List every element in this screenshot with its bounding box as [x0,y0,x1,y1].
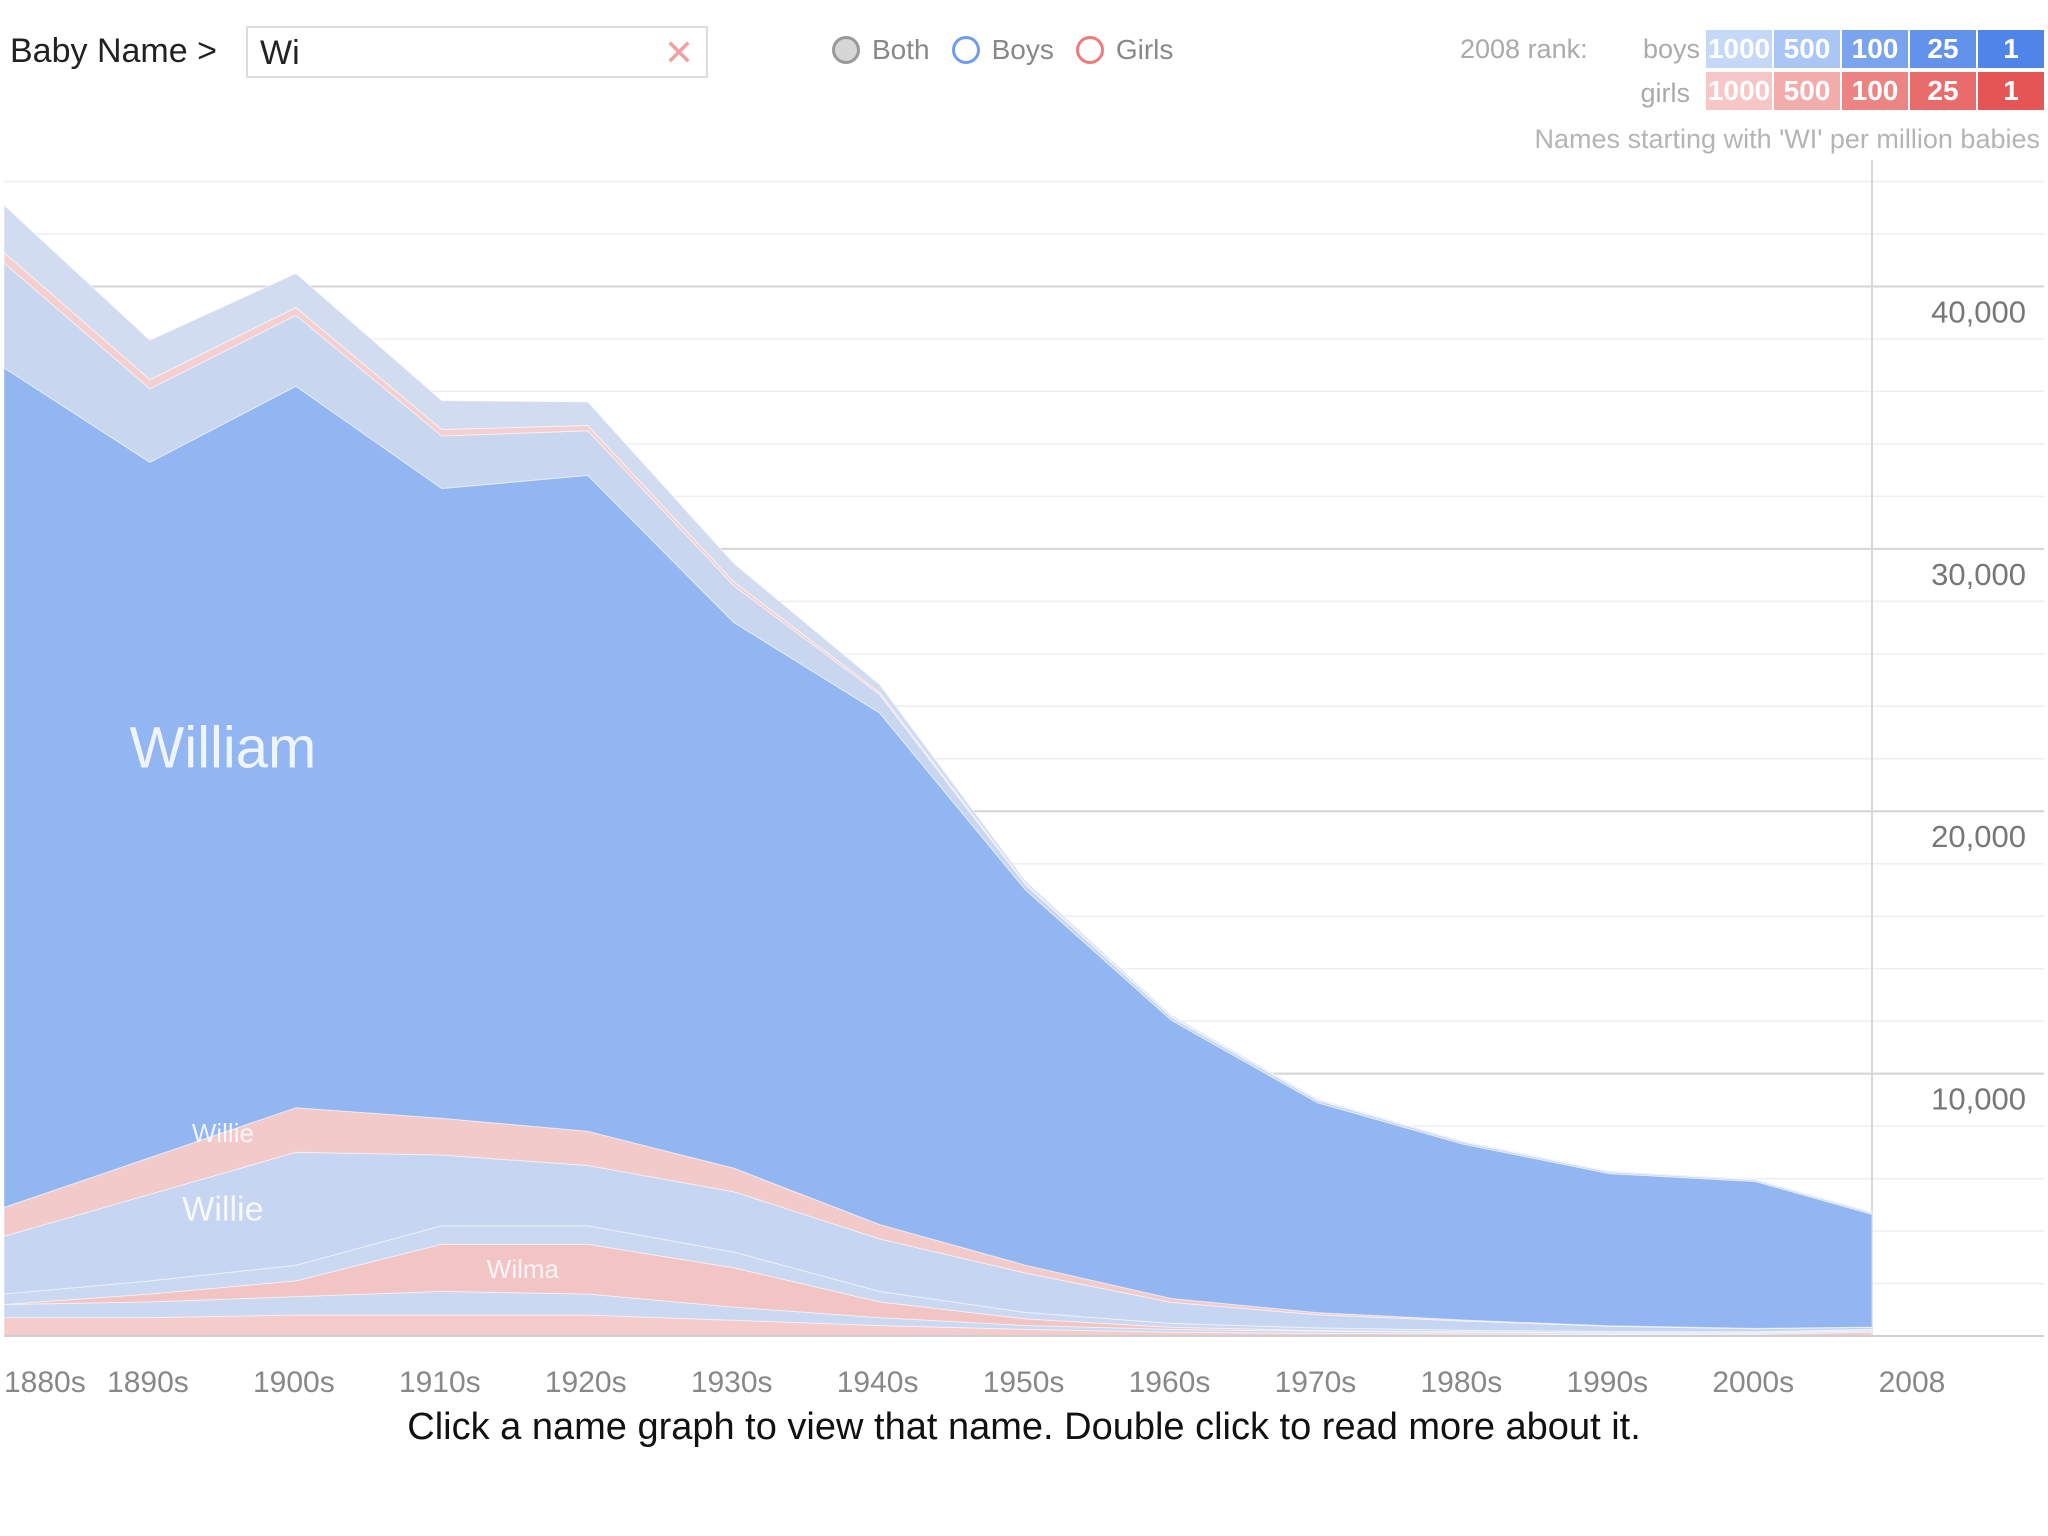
rank-cell-girls-25[interactable]: 25 [1910,72,1976,110]
area-label-willie-girl: Willie [192,1118,254,1148]
x-tick-label: 1910s [399,1366,481,1399]
area-label-willie-boy: Willie [182,1191,263,1229]
radio-girls-label: Girls [1115,34,1174,65]
rank-cell-boys-100[interactable]: 100 [1842,30,1908,68]
rank-legend-girls-row: 1000 500 100 25 1 [1706,72,2046,110]
instruction-hint: Click a name graph to view that name. Do… [407,1406,1641,1448]
y-tick-label: 40,000 [1931,294,2026,329]
x-tick-label: 1980s [1421,1366,1503,1399]
x-axis-ticks: 1880s 1890s 1900s 1910s 1920s 1930s 1940s 1950s… [4,1366,1945,1399]
chart-subtitle: Names starting with 'WI' per million bab… [1534,124,2041,154]
x-tick-label: 1940s [837,1366,919,1399]
rank-legend-boys-label: boys [1642,34,1700,64]
y-axis-ticks: 10,000 20,000 30,000 40,000 [1931,294,2026,1116]
radio-girls[interactable]: Girls [1075,34,1174,66]
x-tick-label: 1960s [1129,1366,1211,1399]
rank-cell-boys-1[interactable]: 1 [1978,30,2044,68]
x-tick-label: 1970s [1275,1366,1357,1399]
area-layers [3,203,1873,1337]
rank-legend-boys-row: 1000 500 100 25 1 [1706,30,2046,68]
x-tick-label: 1990s [1566,1366,1648,1399]
gender-filter: Both Boys Girls [832,34,1195,66]
search-input[interactable] [260,34,640,72]
radio-boys-circle-icon [951,36,980,64]
radio-boys[interactable]: Boys [951,34,1054,66]
rank-cell-girls-1000[interactable]: 1000 [1706,72,1772,110]
x-tick-label: 1880s [4,1366,86,1399]
x-tick-label: 1950s [983,1366,1065,1399]
unlabeled-boy-area-9[interactable] [3,203,1873,1214]
radio-both-label: Both [872,34,930,65]
search-box[interactable]: ✕ [246,26,708,78]
rank-cell-girls-500[interactable]: 500 [1774,72,1840,110]
radio-both-circle-icon [832,36,860,64]
rank-cell-girls-100[interactable]: 100 [1842,72,1908,110]
rank-cell-boys-500[interactable]: 500 [1774,30,1840,68]
clear-icon[interactable]: ✕ [663,32,694,73]
x-tick-label: 1920s [545,1366,627,1399]
area-label-william-boy: William [129,715,316,780]
rank-cell-girls-1[interactable]: 1 [1978,72,2044,110]
area-label-wilma-girl: Wilma [487,1254,560,1284]
x-tick-label: 1930s [691,1366,773,1399]
radio-both[interactable]: Both [832,34,930,66]
search-label: Baby Name > [10,32,217,70]
y-tick-label: 20,000 [1931,819,2026,854]
radio-girls-circle-icon [1075,36,1104,64]
rank-cell-boys-25[interactable]: 25 [1910,30,1976,68]
rank-legend-title: 2008 rank: [1460,34,1588,64]
radio-boys-label: Boys [991,34,1054,65]
area-labels: Wilma Willie Willie William [129,715,559,1284]
rank-legend-girls-label: girls [1640,78,1690,108]
y-tick-label: 10,000 [1931,1082,2026,1117]
rank-cell-boys-1000[interactable]: 1000 [1706,30,1772,68]
y-tick-label: 30,000 [1931,557,2026,592]
x-tick-label: 1890s [107,1366,189,1399]
x-tick-label: 2000s [1712,1366,1794,1399]
x-tick-label: 1900s [253,1366,335,1399]
x-tick-label: 2008 [1879,1366,1946,1399]
